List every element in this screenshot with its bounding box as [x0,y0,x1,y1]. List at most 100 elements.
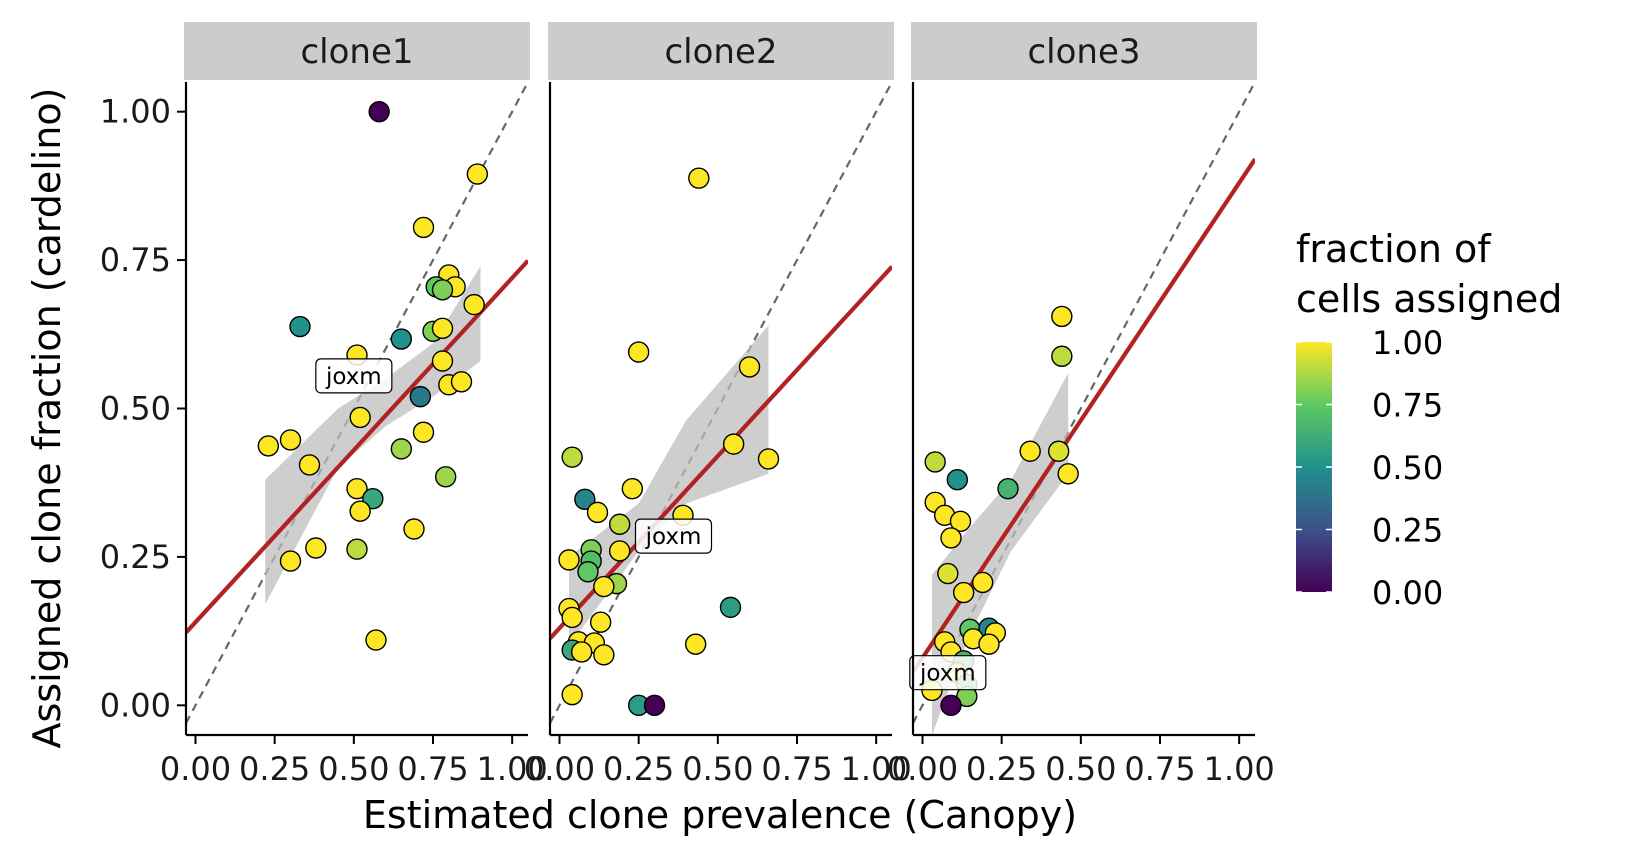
x-tick-label: 0.50 [682,750,753,788]
confidence-ribbon [265,266,481,605]
y-axis-label: Assigned clone fraction (cardelino) [25,88,69,749]
colorbar-tick-label: 0.25 [1372,512,1443,550]
data-point [434,466,457,488]
data-point [1047,440,1070,462]
data-point [431,279,454,301]
x-tick-label: 0.00 [887,750,958,788]
confidence-ribbon [569,325,769,646]
data-point [949,510,972,532]
facet-strip-label: clone2 [664,32,777,72]
x-tick-label: 0.75 [761,750,832,788]
data-point [1051,305,1073,328]
data-point [593,575,615,598]
data-point [349,406,371,429]
x-tick-label: 1.00 [477,750,548,788]
data-point [940,694,962,717]
regression-line [186,259,528,634]
data-point [403,518,425,540]
data-point [688,167,710,189]
data-point [390,328,413,350]
data-point [608,513,631,535]
data-point [621,477,644,500]
data-point [997,477,1019,500]
data-point [431,317,454,340]
point-label: joxm [315,358,393,394]
x-axis-label: Estimated clone prevalence (Canopy) [363,793,1077,837]
colorbar-tick-label: 1.00 [1372,324,1443,362]
colorbar-legend: fraction of cells assigned 0.00 0.25 0.50 0… [1296,227,1562,612]
data-point [368,100,390,123]
x-tick-label: 0.25 [239,750,310,788]
identity-line [913,82,1255,724]
data-point [940,527,962,549]
data-point [722,433,745,455]
data-point [608,540,631,562]
data-point [279,429,302,451]
data-point [952,581,975,604]
data-point [586,501,609,524]
data-point [738,356,761,378]
y-tick-label: 0.50 [100,390,171,428]
x-tick-label: 0.50 [318,750,389,788]
data-point [289,315,311,338]
data-point [431,350,454,372]
data-point [978,633,1000,655]
facet-strip [184,22,530,80]
x-tick-label: 0.50 [1045,750,1116,788]
facet-strip-label: clone1 [300,32,413,72]
x-tick-label: 0.00 [524,750,595,788]
legend-title-line-1: fraction of [1296,227,1492,271]
data-point [257,435,280,457]
data-point [279,550,302,572]
data-point [574,488,596,511]
data-point [684,633,707,655]
data-point [450,371,473,393]
data-point [412,421,435,443]
svg-text:joxm: joxm [645,524,702,550]
data-point [1051,345,1073,367]
data-point [362,488,384,510]
colorbar-tick-label: 0.50 [1372,449,1443,487]
point-label: joxm [909,655,987,691]
data-point [558,549,580,571]
x-tick-label: 0.75 [397,750,468,788]
y-tick-label: 1.00 [100,93,171,131]
data-point [757,448,780,470]
data-point [390,438,413,460]
data-point [1019,440,1041,462]
facet-strip-label: clone3 [1027,32,1140,72]
data-point [971,571,994,594]
y-tick-label: 0.25 [100,538,171,576]
data-point [589,611,612,633]
colorbar-tick-label: 0.00 [1372,574,1443,612]
identity-line [186,82,528,724]
y-tick-label: 0.75 [100,241,171,279]
data-point [577,561,599,583]
data-point [298,454,321,476]
data-point [349,500,371,522]
panel-clone3: clone3 joxm 0.00 0.25 0.50 0.75 1.00 [887,22,1275,788]
data-point [463,293,485,316]
panel-clone2: clone2 joxm 0.00 0.25 0.50 0.75 1.00 [524,22,912,788]
data-point [412,216,435,239]
data-point [937,562,959,585]
svg-text:joxm: joxm [325,364,382,390]
y-tick-label: 0.00 [100,686,171,724]
colorbar-tick-label: 0.75 [1372,387,1443,425]
data-point [305,537,327,559]
data-point [924,451,946,473]
legend-title-line-2: cells assigned [1296,277,1562,321]
data-point [561,683,583,706]
data-point [346,538,368,560]
x-tick-label: 0.00 [160,750,231,788]
data-point [946,469,969,491]
data-point [643,694,666,717]
data-point [365,629,387,651]
facet-strip [548,22,894,80]
data-point [593,644,615,666]
point-label: joxm [634,518,713,554]
data-point [561,606,583,629]
facet-strip [911,22,1257,80]
x-tick-label: 0.25 [966,750,1037,788]
